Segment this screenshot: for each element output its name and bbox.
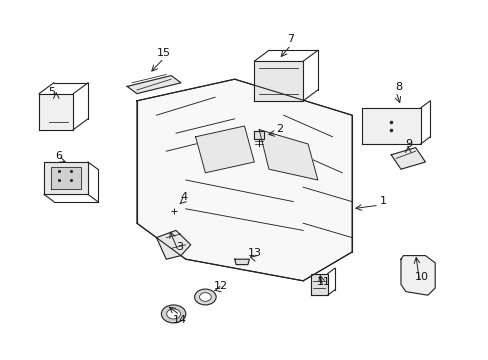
Text: 9: 9 — [405, 139, 412, 149]
Polygon shape — [310, 274, 327, 295]
Text: 5: 5 — [48, 87, 55, 97]
Circle shape — [161, 305, 185, 323]
Polygon shape — [254, 131, 264, 139]
Text: 14: 14 — [173, 315, 186, 325]
Polygon shape — [234, 259, 249, 265]
Polygon shape — [361, 108, 420, 144]
Circle shape — [199, 293, 211, 301]
Text: 3: 3 — [176, 242, 183, 252]
Text: 10: 10 — [414, 272, 427, 282]
Polygon shape — [137, 79, 351, 281]
Text: 11: 11 — [317, 276, 330, 287]
Polygon shape — [156, 230, 190, 259]
Polygon shape — [51, 167, 81, 189]
Polygon shape — [400, 256, 434, 295]
Text: 1: 1 — [379, 196, 386, 206]
Text: 15: 15 — [157, 48, 170, 58]
Polygon shape — [390, 148, 425, 169]
Polygon shape — [127, 76, 181, 94]
Polygon shape — [39, 94, 73, 130]
Polygon shape — [195, 126, 254, 173]
Polygon shape — [254, 61, 303, 101]
Text: 6: 6 — [55, 151, 62, 161]
Polygon shape — [259, 130, 317, 180]
Circle shape — [194, 289, 216, 305]
Text: 12: 12 — [214, 281, 227, 291]
Polygon shape — [44, 162, 88, 194]
Text: 4: 4 — [181, 192, 187, 202]
Circle shape — [166, 309, 180, 319]
Text: 13: 13 — [248, 248, 262, 258]
Text: 2: 2 — [276, 123, 283, 134]
Text: 7: 7 — [287, 34, 294, 44]
Text: 8: 8 — [394, 82, 401, 92]
